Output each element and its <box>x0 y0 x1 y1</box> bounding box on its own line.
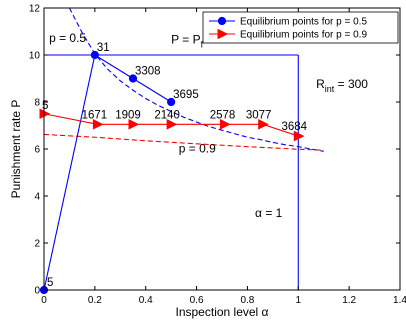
y-tick-label: 8 <box>34 98 40 109</box>
annotation: p = 0.5 <box>49 31 86 45</box>
series-0-point-label: 3308 <box>135 66 161 78</box>
annotation: p = 0.9 <box>179 142 216 156</box>
series-1-point-label: 2578 <box>210 109 236 121</box>
annotation: P = Pf <box>171 32 203 49</box>
annotation-tail: = 300 <box>334 77 368 91</box>
series-1-point-label: 1909 <box>115 109 141 121</box>
legend-marker-1 <box>217 28 229 40</box>
ticks-layer: 0 0.2 0.4 0.6 0.8 1 1.2 1.4 0 2 4 6 8 10 12 <box>29 4 406 307</box>
series-1-point <box>293 130 305 142</box>
series-1-point-label: 3684 <box>281 121 307 133</box>
series-1-point <box>128 119 140 130</box>
series-0-point-label: 3695 <box>173 89 199 101</box>
legend-entry-1: Equilibrium points for p = 0.9 <box>240 30 367 41</box>
y-axis-label: Punishment rate P <box>9 100 23 199</box>
x-tick-label: 1.2 <box>342 295 356 306</box>
x-tick-label: 0 <box>41 295 47 306</box>
series-0-point <box>167 97 176 107</box>
curves-layer <box>43 7 324 290</box>
series-1-point-label: 1671 <box>82 109 108 121</box>
series-1-point <box>220 119 231 130</box>
annotation: α = 1 <box>255 206 283 220</box>
x-tick-label: 0.8 <box>240 295 254 306</box>
x-tick-label: 0.6 <box>190 295 204 306</box>
x-axis-label: Inspection level α <box>176 305 269 319</box>
curve-p-0-9 <box>43 133 324 151</box>
y-tick-label: 4 <box>34 192 40 203</box>
series-1-point <box>166 119 178 130</box>
annotation-main: P = P <box>171 32 200 46</box>
annotation-main: p = 0.5 <box>49 31 86 45</box>
series-layer: 5 31 3308 3695 5 1671 1909 2140 2578 3077 3684 <box>39 42 308 295</box>
series-1-point <box>92 119 104 130</box>
y-tick-label: 0 <box>34 286 40 297</box>
x-tick-label: 1.4 <box>393 295 406 306</box>
y-tick-label: 6 <box>34 145 40 156</box>
x-tick-label: 0.4 <box>139 295 153 306</box>
annotation-subscript: int <box>325 84 335 94</box>
legend-box <box>202 11 399 44</box>
y-tick-label: 10 <box>29 51 41 62</box>
annotation-subscript: f <box>201 39 204 49</box>
series-1-point <box>258 119 269 130</box>
y-tick-label: 12 <box>29 4 41 15</box>
series-1-point-label: 3077 <box>246 109 272 121</box>
series-0-point-label: 31 <box>97 42 110 54</box>
legend-marker-0 <box>217 16 227 26</box>
x-tick-label: 1 <box>296 295 302 306</box>
annotation-main: R <box>316 77 325 91</box>
series-1-point-label: 2140 <box>154 109 180 121</box>
series-0-point <box>128 74 138 83</box>
annotation-main: p = 0.9 <box>179 142 216 156</box>
annotation-main: α = 1 <box>255 206 283 220</box>
series-line-0 <box>43 54 172 291</box>
series-0-point-label: 5 <box>47 277 53 289</box>
y-tick-label: 2 <box>34 239 40 250</box>
series-1-point-label: 5 <box>42 100 48 112</box>
x-tick-label: 0.2 <box>88 295 102 306</box>
legend-entry-0: Equilibrium points for p = 0.5 <box>240 17 367 28</box>
curve-p-0-5 <box>68 7 324 152</box>
series-0-point <box>90 50 99 60</box>
legend: Equilibrium points for p = 0.5 Equilibriu… <box>202 11 399 44</box>
annotation: Rint = 300 <box>316 77 368 94</box>
annotations-layer: p = 0.5 P = Pf Rint = 300 p = 0.9 α = 1 <box>49 31 368 220</box>
